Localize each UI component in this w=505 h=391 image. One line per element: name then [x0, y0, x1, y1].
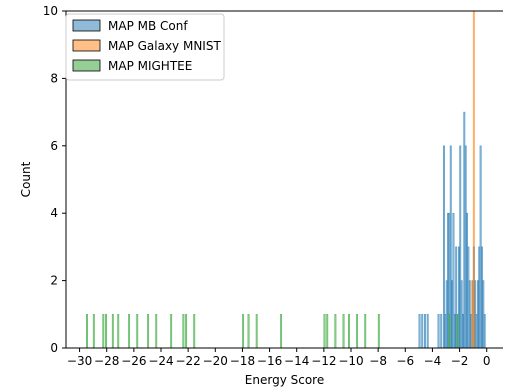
y-tick-label-5: 10: [43, 4, 58, 18]
series-2: [86, 314, 459, 349]
x-tick-label-10: −10: [338, 354, 363, 368]
x-tick-label-5: −20: [203, 354, 228, 368]
bar-1-1: [472, 10, 475, 349]
x-tick-label-6: −18: [230, 354, 255, 368]
x-tick-label-4: −22: [175, 354, 200, 368]
x-axis-label: Energy Score: [245, 373, 324, 387]
bar-2-4: [111, 314, 114, 349]
series-0: [418, 111, 486, 349]
bar-2-7: [136, 314, 139, 349]
y-tick-label-2: 4: [50, 206, 58, 220]
bar-2-1: [92, 314, 95, 349]
bar-2-18: [323, 314, 326, 349]
bar-2-8: [147, 314, 150, 349]
bar-2-19: [326, 314, 329, 349]
bar-2-26: [448, 314, 451, 349]
legend-frame: [65, 13, 225, 81]
bar-2-20: [334, 314, 337, 349]
x-tick-label-0: −30: [67, 354, 92, 368]
x-tick-label-9: −12: [311, 354, 336, 368]
bar-2-10: [170, 314, 173, 349]
bar-2-13: [193, 314, 196, 349]
legend-swatch-2: [72, 59, 101, 72]
legend: MAP MB Conf MAP Galaxy MNIST MAP MIGHTEE: [65, 13, 225, 81]
bar-0-36: [483, 314, 486, 349]
bar-2-21: [342, 314, 345, 349]
bar-2-22: [348, 314, 350, 349]
bars-layer: [86, 10, 486, 349]
bar-2-17: [280, 314, 283, 349]
y-tick-label-1: 2: [50, 274, 58, 288]
y-tick-label-0: 0: [50, 341, 58, 355]
axes-layer: −30 −28 −26 −24 −22 −20 −18 −16 −14 −12 −10 −8 −6 −4−…: [43, 4, 503, 368]
bar-2-24: [364, 314, 367, 349]
bar-2-11: [182, 314, 185, 349]
bar-2-16: [255, 314, 258, 349]
bar-2-5: [117, 314, 120, 349]
bar-2-23: [356, 314, 359, 349]
bar-0-2: [424, 314, 426, 349]
bar-0-4: [437, 314, 440, 349]
legend-label-2: MAP MIGHTEE: [108, 59, 192, 73]
bar-2-12: [185, 314, 188, 349]
bar-2-14: [242, 314, 245, 349]
x-tick-label-13: −4: [424, 354, 442, 368]
x-tick-label-11: −8: [369, 354, 387, 368]
x-tick-label-7: −16: [257, 354, 282, 368]
x-tick-label-8: −14: [284, 354, 309, 368]
legend-label-0: MAP MB Conf: [108, 19, 188, 33]
bar-2-9: [155, 314, 158, 349]
bar-0-0: [418, 314, 421, 349]
x-tick-label-14: −2: [451, 354, 469, 368]
bar-0-5: [440, 314, 443, 349]
bar-2-25: [377, 314, 380, 349]
x-tick-label-1: −28: [94, 354, 119, 368]
y-tick-label-4: 8: [50, 71, 58, 85]
bar-0-1: [421, 314, 424, 349]
bar-2-0: [86, 314, 88, 349]
bar-0-3: [426, 314, 429, 349]
x-tick-label-15: 0: [483, 354, 491, 368]
x-tick-label-2: −26: [121, 354, 146, 368]
legend-swatch-1: [72, 39, 101, 52]
x-tick-label-3: −24: [148, 354, 173, 368]
legend-swatch-0: [72, 19, 101, 32]
bar-2-27: [456, 314, 459, 349]
bar-2-3: [105, 314, 107, 349]
series-1: [471, 10, 475, 349]
bar-2-15: [247, 314, 250, 349]
bar-2-2: [102, 314, 105, 349]
y-axis-label: Count: [19, 161, 33, 197]
legend-label-1: MAP Galaxy MNIST: [108, 39, 221, 53]
y-tick-label-3: 6: [50, 139, 58, 153]
bar-2-6: [128, 314, 131, 349]
x-tick-label-12: −6: [396, 354, 414, 368]
